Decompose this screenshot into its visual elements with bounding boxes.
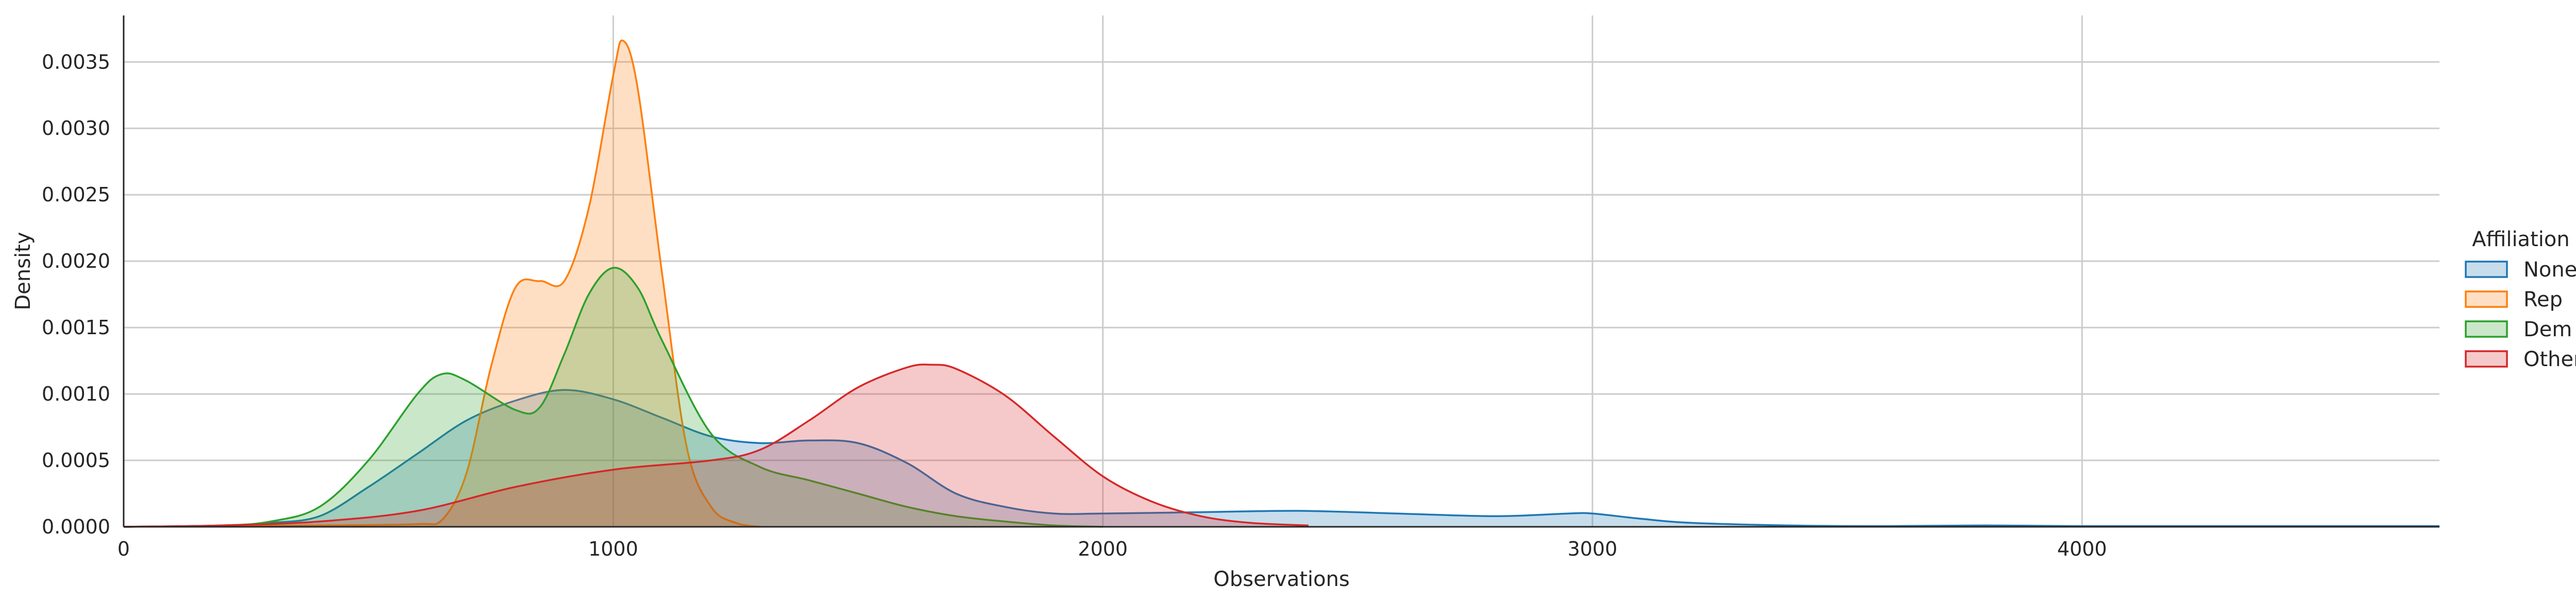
x-tick-label: 2000	[1078, 538, 1128, 560]
y-tick-label: 0.0010	[42, 383, 110, 405]
y-tick-label: 0.0000	[42, 515, 110, 538]
x-tick-label: 1000	[588, 538, 638, 560]
y-tick-label: 0.0025	[42, 183, 110, 206]
legend-swatch-dem	[2465, 320, 2508, 338]
series-area-other	[124, 364, 1309, 527]
legend-title: Affiliation	[2472, 228, 2569, 251]
y-tick-label: 0.0035	[42, 50, 110, 73]
series-area-dem	[124, 267, 1103, 527]
legend-swatch-rep	[2465, 290, 2508, 308]
legend-swatch-none	[2465, 261, 2508, 278]
y-axis-label: Density	[11, 232, 35, 310]
legend-swatch-other	[2465, 350, 2508, 368]
density-areas	[123, 39, 2439, 528]
series-area-rep	[124, 40, 760, 527]
y-tick-label: 0.0030	[42, 117, 110, 140]
y-tick-labels: 0.0000 0.0005 0.0010 0.0015 0.0020 0.0025 0.00…	[42, 50, 110, 538]
legend-label-other: Other	[2523, 348, 2576, 371]
series-line-none	[123, 389, 2439, 528]
x-tick-label: 3000	[1568, 538, 1618, 560]
axes	[123, 15, 2439, 528]
legend: Affiliation None Rep Dem Other	[2465, 228, 2576, 371]
y-tick-label: 0.0005	[42, 449, 110, 472]
x-tick-labels: 0 1000 2000 3000 4000	[117, 538, 2107, 560]
legend-items: None Rep Dem Other	[2465, 258, 2576, 371]
legend-label-none: None	[2523, 258, 2576, 282]
grid-lines	[124, 15, 2439, 527]
y-tick-label: 0.0020	[42, 250, 110, 272]
legend-label-dem: Dem	[2523, 318, 2572, 341]
x-tick-label: 0	[117, 538, 130, 560]
x-axis-label: Observations	[1213, 567, 1349, 591]
series-line-dem	[123, 267, 1103, 528]
y-tick-label: 0.0015	[42, 316, 110, 339]
x-tick-label: 4000	[2057, 538, 2107, 560]
series-line-other	[123, 364, 1309, 528]
series-line-rep	[123, 39, 760, 528]
legend-label-rep: Rep	[2523, 288, 2563, 312]
